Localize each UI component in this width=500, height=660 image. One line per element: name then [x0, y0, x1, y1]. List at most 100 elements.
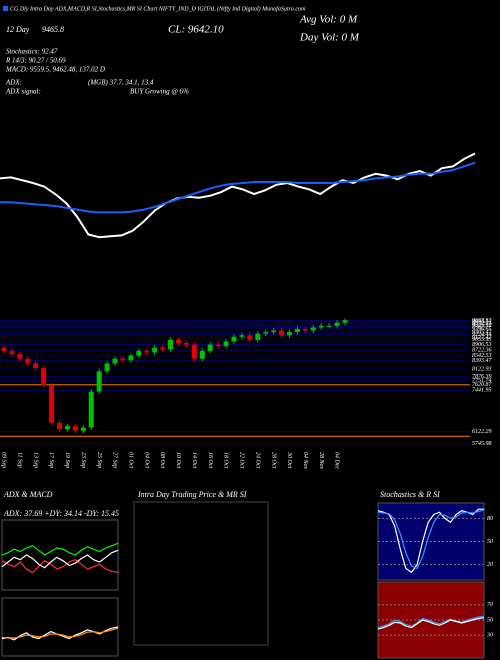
intraday-box — [133, 501, 269, 646]
candle-body — [286, 332, 292, 336]
signal-label: ADX signal: — [5, 88, 41, 96]
candle-body — [25, 358, 31, 364]
legend-swatch — [3, 6, 8, 11]
macd: MACD: 9559.5, 9462.48, 137.02 D — [5, 66, 105, 74]
candle-body — [302, 328, 308, 331]
y-tick-label: 30 — [486, 633, 493, 639]
candle-body — [334, 322, 340, 326]
x-tick-label: 22 Oct — [239, 452, 245, 468]
candle-body — [271, 330, 277, 333]
candle-body — [88, 391, 94, 428]
candle-body — [199, 350, 205, 359]
y-tick-label: 6122.29 — [472, 429, 492, 435]
day-value: 9465.8 — [42, 25, 64, 34]
y-tick-label: 8722.36 — [472, 348, 492, 354]
x-tick-label: 04 Nov — [302, 452, 309, 470]
candle-body — [49, 385, 55, 423]
y-tick-label: 8542.53 — [472, 352, 492, 359]
candle-body — [17, 354, 23, 359]
candle-body — [160, 347, 166, 350]
x-tick-label: 24 Oct — [254, 452, 261, 468]
line-series — [0, 152, 476, 239]
x-tick-label: 18 Oct — [223, 452, 229, 468]
candle-body — [223, 341, 229, 347]
line-series — [0, 161, 476, 214]
rsi: R 14/3: 90.27 / 50.69 — [5, 57, 66, 65]
stochastics: Stochastics: 92.47 — [6, 48, 58, 56]
candle-body — [128, 355, 134, 361]
y-tick-label: 9305.47 — [472, 328, 493, 335]
signal-value: BUY Growing @ 6% — [130, 88, 189, 96]
candle-body — [247, 335, 253, 340]
adx-values: (MGB) 37.7, 34.1, 13.4 — [88, 79, 154, 87]
candle-body — [326, 325, 332, 327]
candle-body — [41, 368, 47, 386]
y-tick-label: 9572.31 — [472, 321, 492, 327]
x-tick-label: 09 Sep — [1, 452, 7, 468]
candle-body — [191, 344, 197, 359]
x-tick-label: 04 Oct — [143, 452, 150, 468]
y-tick-label: 20 — [487, 562, 493, 568]
panel-title: ADX & MACD — [3, 490, 53, 499]
candle-body — [144, 350, 150, 353]
x-tick-label: 16 Oct — [207, 452, 213, 468]
candle-body — [279, 330, 285, 336]
candle-body — [96, 371, 102, 392]
y-tick-label: 9638.54 — [472, 318, 492, 325]
line-series — [1, 542, 119, 556]
y-tick-label: 8393.47 — [472, 357, 493, 364]
title: CG Dly Intra Day ADX,MACD,R SI,Stochasti… — [10, 5, 306, 12]
x-tick-label: 19 Sep — [64, 452, 70, 468]
candle-body — [239, 335, 245, 337]
y-tick-label: 9224.44 — [472, 331, 492, 338]
x-tick-label: 04 Dec — [334, 452, 341, 469]
candle-body — [33, 363, 39, 369]
y-tick-label: 9127.42 — [472, 334, 492, 341]
candle-body — [1, 347, 7, 351]
y-tick-label: 7876.39 — [472, 374, 492, 380]
y-tick-label: 50 — [487, 617, 493, 623]
x-tick-label: 01 Oct — [128, 452, 134, 468]
line-series — [1, 627, 119, 639]
candle-body — [9, 350, 15, 355]
candle-body — [120, 358, 126, 361]
y-tick-label: 7751.74 — [472, 377, 492, 384]
panel — [1, 597, 119, 657]
y-tick-label: 7620.87 — [472, 382, 493, 388]
close: CL: 9642.10 — [168, 24, 224, 36]
y-tick-label: 8122.93 — [472, 366, 492, 372]
candle-body — [342, 320, 348, 323]
line-series — [377, 617, 485, 630]
y-tick-label: 5745.98 — [472, 440, 492, 447]
candle-body — [112, 358, 118, 364]
panel — [1, 519, 119, 591]
x-tick-label: 13 Sep — [32, 452, 38, 468]
candle-body — [80, 427, 86, 431]
y-tick-label: 7441.95 — [472, 387, 492, 394]
y-tick-label: 9483.57 — [472, 323, 493, 330]
y-tick-label: 9396.65 — [472, 326, 492, 332]
y-tick-label: 8906.53 — [472, 342, 492, 348]
candle-body — [57, 422, 63, 430]
candle-body — [136, 350, 142, 356]
candle-body — [263, 332, 269, 334]
x-tick-label: 25 Sep — [96, 452, 102, 468]
x-tick-label: 14 Oct — [191, 452, 198, 468]
candle-body — [215, 344, 221, 347]
candle-body — [231, 336, 237, 342]
y-tick-label: 9667.53 — [472, 318, 492, 324]
candle-body — [183, 343, 189, 345]
x-tick-label: 10 Oct — [175, 452, 181, 468]
line-series — [377, 509, 485, 570]
x-tick-label: 28 Nov — [318, 452, 324, 470]
x-tick-label: 08 Oct — [159, 452, 165, 468]
candle-body — [104, 363, 110, 372]
candle-body — [64, 426, 70, 430]
adx-label: ADX: — [5, 79, 22, 87]
line-series — [1, 559, 119, 574]
candle-body — [318, 325, 324, 328]
panel-title: Stochastics & R SI — [380, 490, 440, 499]
day: 12 Day — [6, 25, 30, 34]
candle-body — [152, 347, 158, 353]
